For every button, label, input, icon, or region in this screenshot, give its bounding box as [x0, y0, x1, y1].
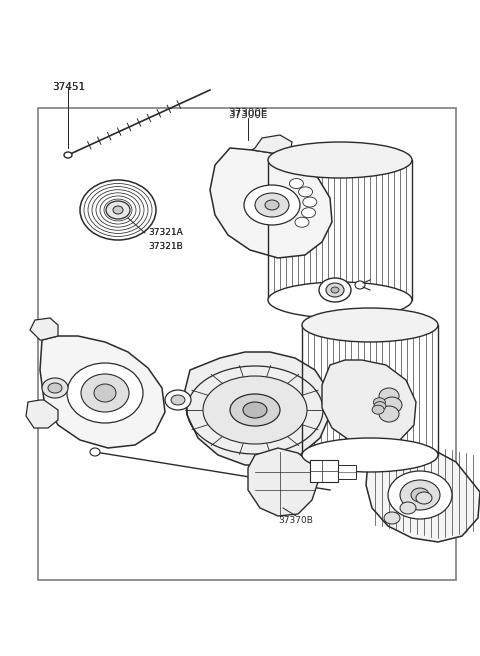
- Ellipse shape: [67, 363, 143, 423]
- Ellipse shape: [268, 282, 412, 318]
- Polygon shape: [322, 360, 416, 447]
- Ellipse shape: [265, 200, 279, 210]
- Polygon shape: [268, 160, 412, 300]
- Bar: [338, 465, 356, 479]
- Ellipse shape: [295, 217, 309, 227]
- Polygon shape: [252, 135, 292, 153]
- Ellipse shape: [382, 397, 402, 413]
- Text: 37321A: 37321A: [148, 228, 183, 237]
- Polygon shape: [40, 336, 165, 448]
- Ellipse shape: [374, 401, 386, 411]
- Ellipse shape: [81, 374, 129, 412]
- Ellipse shape: [400, 502, 416, 514]
- Polygon shape: [366, 443, 480, 542]
- Ellipse shape: [94, 384, 116, 402]
- Ellipse shape: [373, 398, 385, 407]
- Ellipse shape: [230, 394, 280, 426]
- Ellipse shape: [244, 185, 300, 225]
- Ellipse shape: [326, 283, 344, 297]
- Ellipse shape: [372, 405, 384, 414]
- Ellipse shape: [90, 448, 100, 456]
- Ellipse shape: [255, 193, 289, 217]
- Polygon shape: [185, 352, 330, 465]
- Ellipse shape: [379, 406, 399, 422]
- Ellipse shape: [48, 383, 62, 393]
- Polygon shape: [248, 448, 318, 516]
- Text: 37451: 37451: [52, 82, 85, 92]
- Text: 37300E: 37300E: [228, 108, 267, 118]
- Text: 37451: 37451: [52, 82, 85, 92]
- Ellipse shape: [416, 492, 432, 504]
- Ellipse shape: [42, 378, 68, 398]
- Ellipse shape: [400, 480, 440, 510]
- Ellipse shape: [331, 287, 339, 293]
- Polygon shape: [302, 325, 438, 455]
- Ellipse shape: [299, 187, 312, 197]
- Ellipse shape: [203, 376, 307, 444]
- Polygon shape: [26, 400, 58, 428]
- Ellipse shape: [301, 208, 315, 218]
- Ellipse shape: [384, 512, 400, 524]
- Ellipse shape: [113, 206, 123, 214]
- Ellipse shape: [379, 388, 399, 404]
- Ellipse shape: [319, 278, 351, 302]
- Text: 37321B: 37321B: [148, 242, 183, 251]
- Ellipse shape: [302, 438, 438, 472]
- Ellipse shape: [268, 142, 412, 178]
- Polygon shape: [210, 148, 332, 258]
- Ellipse shape: [243, 402, 267, 418]
- Text: 37321B: 37321B: [148, 242, 183, 251]
- Ellipse shape: [165, 390, 191, 410]
- Ellipse shape: [411, 488, 429, 502]
- Ellipse shape: [289, 178, 303, 188]
- Bar: [38, 108, 456, 580]
- Bar: [310, 460, 338, 482]
- Ellipse shape: [388, 471, 452, 519]
- Ellipse shape: [80, 180, 156, 240]
- Text: 37321A: 37321A: [148, 228, 183, 237]
- Polygon shape: [30, 318, 58, 340]
- Ellipse shape: [303, 197, 317, 207]
- Ellipse shape: [64, 152, 72, 158]
- Ellipse shape: [355, 281, 365, 289]
- Ellipse shape: [106, 201, 130, 219]
- Ellipse shape: [171, 395, 185, 405]
- Text: 37300E: 37300E: [228, 110, 267, 120]
- Text: 37370B: 37370B: [278, 516, 313, 525]
- Ellipse shape: [302, 308, 438, 342]
